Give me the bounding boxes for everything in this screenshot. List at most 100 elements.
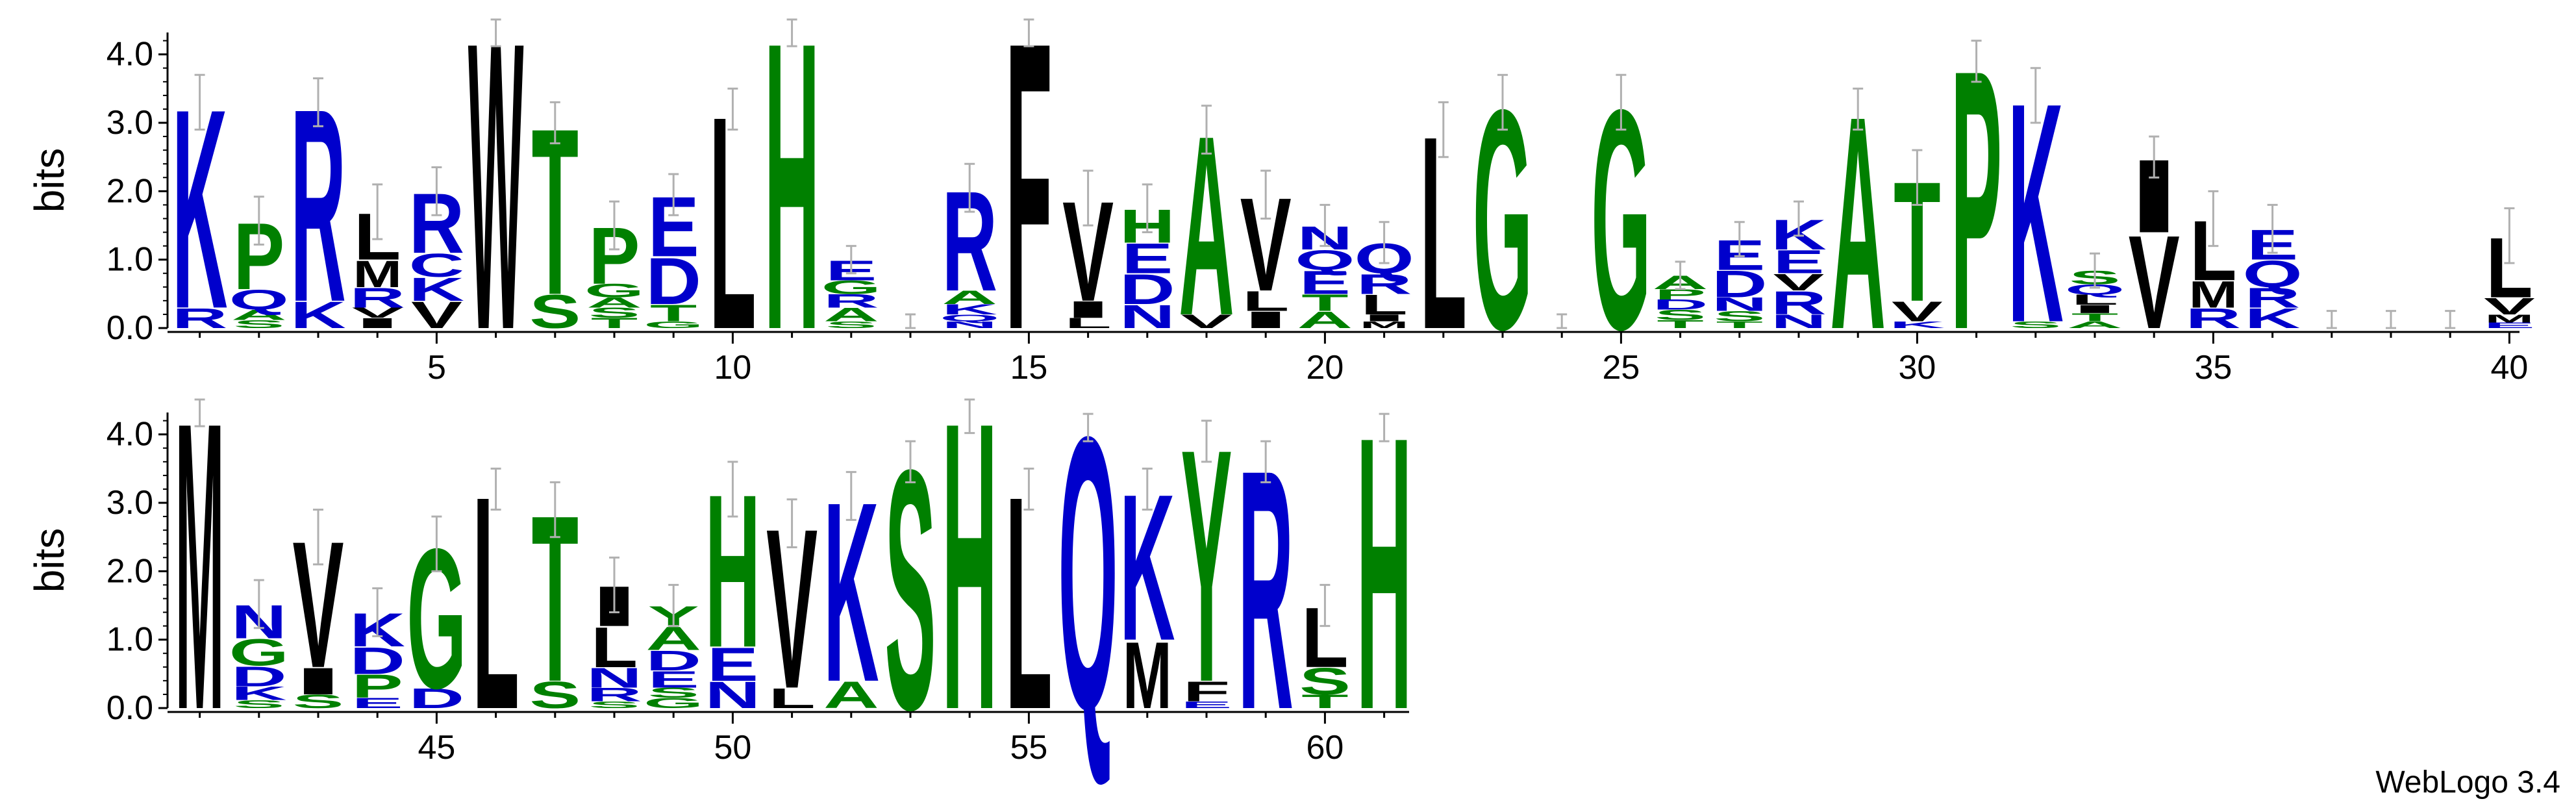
logo-column-56: Q <box>1058 356 1118 791</box>
logo-column-1: RK <box>172 50 227 368</box>
logo-column-35: RML <box>2186 190 2241 334</box>
x-tick-label: 10 <box>714 349 751 387</box>
logo-column-10: L <box>709 54 756 393</box>
residue-G: G <box>821 277 881 298</box>
y-tick-label: 1.0 <box>106 621 153 659</box>
logo-column-47: ST <box>529 466 581 731</box>
logo-column-34: VI <box>2127 135 2181 357</box>
y-tick-label: 0.0 <box>106 689 153 727</box>
residue-Q: Q <box>2243 253 2303 295</box>
logo-column-50: NEH <box>705 450 760 716</box>
residue-A: A <box>231 307 286 323</box>
residue-S: S <box>233 318 284 331</box>
logo-column-61: H <box>1357 356 1412 791</box>
residue-E: E <box>1121 235 1173 283</box>
residue-R: R <box>1357 268 1412 300</box>
residue-K: K <box>409 271 464 308</box>
residue-T: T <box>1301 290 1348 316</box>
residue-K: K <box>1890 320 1945 330</box>
residue-R: R <box>172 302 227 334</box>
x-tick-label: 15 <box>1010 349 1047 387</box>
residue-G: G <box>644 320 703 330</box>
residue-L: L <box>768 682 815 714</box>
residue-A: A <box>823 674 879 716</box>
residue-D: D <box>231 660 286 692</box>
residue-S: S <box>589 305 640 321</box>
y-tick-label: 2.0 <box>106 172 153 210</box>
residue-A: A <box>823 304 879 325</box>
logo-column-45: DG <box>406 507 466 730</box>
residue-I: I <box>2068 303 2123 316</box>
residue-L: L <box>2071 292 2118 308</box>
residue-E: E <box>352 695 403 711</box>
residue-H: H <box>764 0 819 416</box>
residue-R: R <box>1771 285 1826 322</box>
residue-D: D <box>1712 263 1767 305</box>
residue-D: D <box>645 644 701 676</box>
y-tick-label: 0.0 <box>106 309 153 347</box>
x-tick-label: 5 <box>427 349 446 387</box>
residue-V: V <box>1892 296 1943 327</box>
residue-E: E <box>1299 264 1351 301</box>
residue-I: I <box>1060 296 1116 323</box>
logo-column-11: H <box>764 0 819 416</box>
logo-column-57: MK <box>1119 451 1175 728</box>
residue-D: D <box>1653 297 1708 312</box>
residue-V: V <box>1181 311 1232 333</box>
residue-Q: Q <box>229 284 289 316</box>
logo-column-43: SIV <box>291 505 346 712</box>
residue-S: S <box>1714 309 1765 324</box>
residue-E: E <box>707 638 758 691</box>
residue-V: V <box>352 305 403 321</box>
weblogo-credit: WebLogo 3.4 <box>2375 765 2560 800</box>
residue-V: V <box>411 294 462 336</box>
x-tick-label: 60 <box>1306 729 1344 767</box>
residue-T: T <box>1716 320 1763 330</box>
y-tick-label: 2.0 <box>106 552 153 590</box>
x-tick-label: 40 <box>2490 349 2528 387</box>
residue-R: R <box>586 684 642 705</box>
residue-S: S <box>529 285 581 338</box>
residue-E: E <box>1773 244 1825 281</box>
residue-A: A <box>2067 320 2122 330</box>
logo-column-30: KVT <box>1890 147 1945 338</box>
residue-D: D <box>645 245 701 319</box>
residue-T: T <box>1301 691 1348 713</box>
residue-E: E <box>2484 321 2535 329</box>
residue-M: M <box>1360 320 1409 330</box>
residue-R: R <box>2245 282 2300 314</box>
logo-column-59: R <box>1238 398 1293 781</box>
logo-column-52: AK <box>823 448 879 735</box>
residue-D: D <box>349 640 405 682</box>
logo-column-22: L <box>1420 79 1467 387</box>
logo-column-41: M <box>175 336 225 795</box>
residue-N: N <box>586 662 642 694</box>
y-tick-label: 3.0 <box>106 104 153 142</box>
residue-S: S <box>293 691 344 713</box>
residue-D: D <box>1119 266 1175 314</box>
y-axis-label: bits <box>26 528 73 593</box>
residue-S: S <box>1299 660 1351 702</box>
residue-T: T <box>2071 311 2118 324</box>
residue-S: S <box>529 674 581 716</box>
residue-M: M <box>1123 622 1171 728</box>
y-tick-label: 1.0 <box>106 241 153 279</box>
residue-S: S <box>589 700 640 710</box>
logo-column-3: KR <box>290 51 345 359</box>
logo-column-27: TSNDE <box>1712 221 1768 330</box>
x-tick-label: 45 <box>418 729 455 767</box>
logo-column-46: L <box>472 434 519 773</box>
logo-column-38 <box>2386 310 2396 329</box>
